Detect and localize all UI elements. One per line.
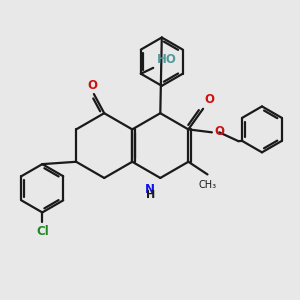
Text: O: O	[205, 93, 214, 106]
Text: O: O	[87, 79, 98, 92]
Text: CH₃: CH₃	[198, 180, 217, 190]
Text: N: N	[145, 183, 155, 196]
Text: O: O	[214, 125, 224, 138]
Text: HO: HO	[157, 53, 177, 66]
Text: Cl: Cl	[36, 225, 49, 238]
Text: H: H	[146, 190, 155, 200]
